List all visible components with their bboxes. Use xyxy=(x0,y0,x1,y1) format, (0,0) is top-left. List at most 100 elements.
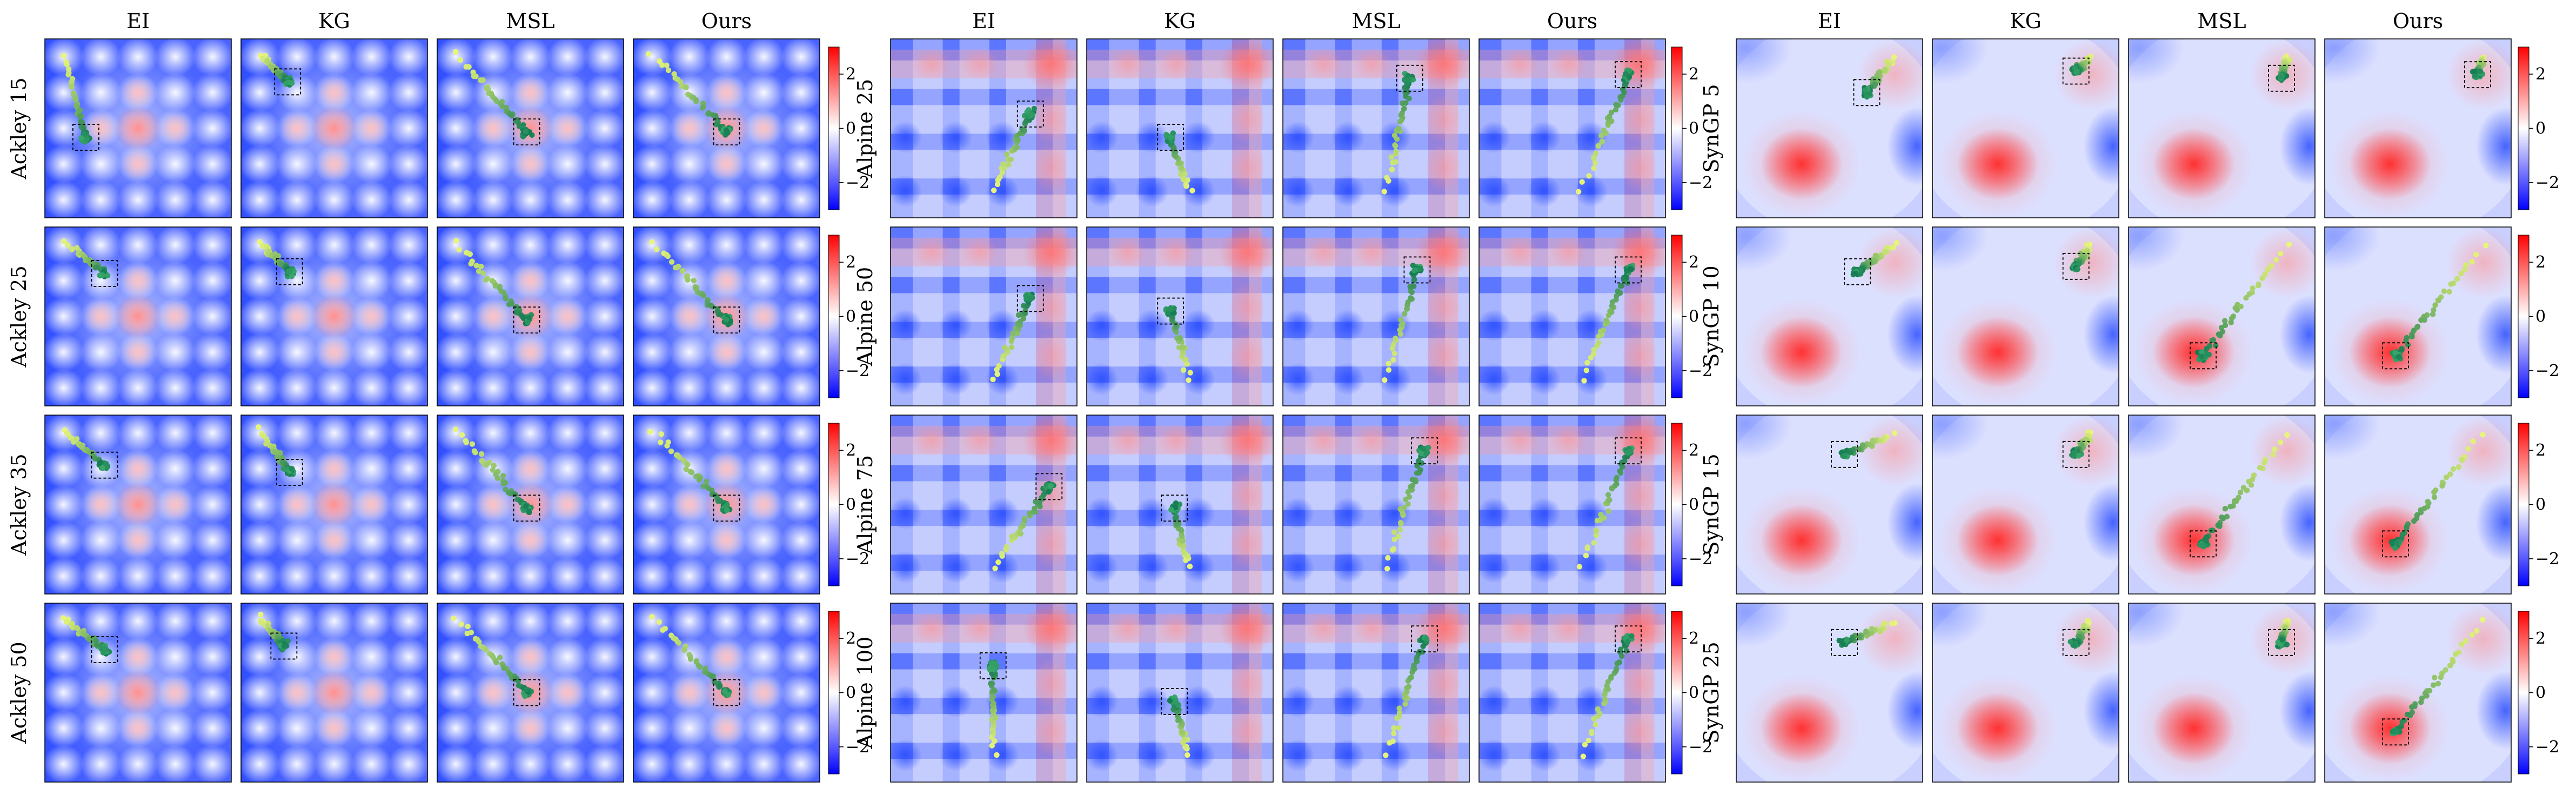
trajectory-point xyxy=(1591,346,1597,353)
trajectory-point xyxy=(77,114,84,120)
panel-msl xyxy=(1282,415,1470,595)
trajectory-point xyxy=(1391,536,1397,543)
trajectory xyxy=(2069,242,2093,272)
trajectory-point xyxy=(1581,378,1587,384)
trajectory-point xyxy=(64,61,70,68)
trajectory-point xyxy=(697,664,703,670)
panel-frame xyxy=(1932,415,2119,595)
cluster-point xyxy=(989,660,995,666)
colorbar-tick-label: 0 xyxy=(2535,308,2546,326)
cluster-point xyxy=(289,273,295,279)
target-box xyxy=(713,679,740,706)
row-label: Alpine 100 xyxy=(853,637,877,750)
cluster-point xyxy=(1023,293,1029,299)
trajectory-point xyxy=(468,630,474,636)
panel-ei xyxy=(44,38,232,218)
colorbar: 2 0 −2 xyxy=(1671,46,1712,210)
trajectory xyxy=(1576,445,1635,570)
panel-frame xyxy=(437,226,624,406)
cluster-point xyxy=(1167,698,1173,704)
panel-ours xyxy=(633,415,820,595)
colorbar-bar xyxy=(2518,235,2530,398)
target-box xyxy=(1157,297,1185,325)
trajectory-point xyxy=(1389,166,1395,172)
panel-frame xyxy=(1282,603,1470,783)
trajectory-point xyxy=(1411,277,1417,283)
panel-frame xyxy=(2128,415,2316,595)
trajectory-point xyxy=(1583,552,1589,559)
panel-ei xyxy=(890,415,1078,595)
cluster-point xyxy=(1424,449,1430,456)
column-title-ei: EI xyxy=(126,9,150,33)
trajectory-point xyxy=(258,611,264,618)
panel-msl xyxy=(2128,603,2316,783)
colorbar-tick-label: 0 xyxy=(1689,684,1699,703)
cluster-point xyxy=(522,693,528,699)
target-box xyxy=(2267,64,2295,92)
colorbar-tick-label: 0 xyxy=(1689,308,1699,326)
trajectory-point xyxy=(2272,446,2278,452)
trajectory-point xyxy=(452,426,459,432)
trajectory-point xyxy=(685,277,691,283)
trajectory-point xyxy=(484,85,490,91)
trajectory-point xyxy=(1409,289,1415,295)
trajectory-point xyxy=(997,174,1003,181)
trajectory-point xyxy=(2411,518,2417,524)
trajectory-point xyxy=(1601,128,1607,133)
trajectory-point xyxy=(1008,344,1015,350)
trajectory-point xyxy=(2458,642,2465,647)
panel-msl xyxy=(1282,603,1470,783)
trajectory-point xyxy=(1403,100,1409,106)
row-label: Alpine 50 xyxy=(853,267,877,366)
target-box xyxy=(513,495,540,522)
panel-ours xyxy=(633,603,820,783)
trajectory-point xyxy=(1001,344,1008,351)
trajectory-point xyxy=(1893,240,1899,246)
row-label: Ackley 15 xyxy=(7,77,31,179)
trajectory-point xyxy=(65,72,71,78)
trajectory-point xyxy=(674,264,680,271)
trajectory-point xyxy=(1617,646,1624,652)
trajectory-point xyxy=(2435,680,2441,687)
target-box xyxy=(1396,64,1423,92)
trajectory xyxy=(1383,634,1430,758)
panel-msl xyxy=(437,415,624,595)
trajectory-point xyxy=(94,642,100,648)
trajectory-point xyxy=(988,680,994,686)
trajectory-point xyxy=(480,77,486,83)
trajectory-point xyxy=(1872,82,1878,88)
trajectory xyxy=(2194,242,2292,363)
trajectory-point xyxy=(1891,54,1897,60)
trajectory xyxy=(61,615,112,657)
trajectory-point xyxy=(656,619,663,625)
trajectory-point xyxy=(2246,291,2252,297)
trajectory-point xyxy=(61,615,66,621)
trajectory xyxy=(258,52,295,88)
trajectory-point xyxy=(2473,251,2479,258)
trajectory-point xyxy=(1598,132,1604,139)
trajectory-point xyxy=(1006,162,1012,168)
cluster-point xyxy=(523,129,529,135)
panel-frame xyxy=(1932,603,2119,783)
trajectory-point xyxy=(1391,725,1397,731)
panel-ours xyxy=(2324,603,2512,783)
panel-ei xyxy=(890,603,1078,783)
trajectory-point xyxy=(1396,710,1403,716)
trajectory-point xyxy=(1615,288,1621,294)
trajectory-point xyxy=(497,655,503,660)
trajectory-point xyxy=(1582,742,1588,747)
row-label: Alpine 25 xyxy=(853,79,877,178)
trajectory-point xyxy=(78,119,84,125)
cluster-point xyxy=(1629,633,1635,639)
trajectory-point xyxy=(472,450,478,456)
cluster-point xyxy=(2472,72,2478,79)
trajectory-point xyxy=(1018,531,1024,537)
trajectory-point xyxy=(1390,738,1396,744)
trajectory xyxy=(1381,71,1416,195)
trajectory xyxy=(1168,500,1193,570)
colorbar-tick-label: −2 xyxy=(846,738,869,757)
trajectory-point xyxy=(2227,504,2233,510)
trajectory-point xyxy=(2408,704,2415,710)
trajectory-point xyxy=(675,640,682,646)
